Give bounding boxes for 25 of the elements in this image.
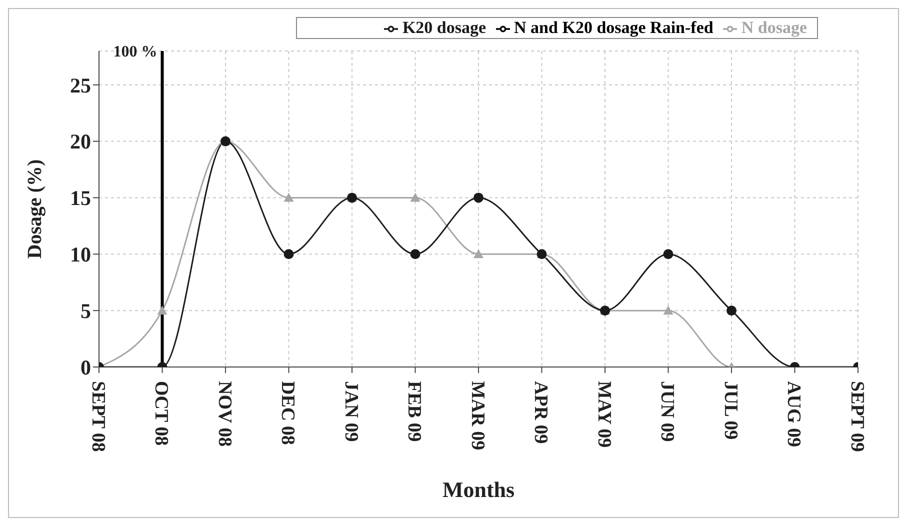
x-tick-label: JUL 09 — [720, 381, 741, 440]
x-tick-label: NOV 08 — [214, 381, 235, 447]
y-tick-label: 15 — [70, 186, 91, 210]
x-tick-label: DEC 08 — [277, 381, 298, 445]
x-tick-label: JUN 09 — [656, 381, 678, 442]
y-tick-label: 0 — [80, 355, 91, 380]
y-tick-label: 25 — [70, 73, 91, 98]
x-tick-label: SEPT 08 — [87, 381, 108, 452]
legend-label: N dosage — [741, 18, 807, 37]
legend-label: K20 dosage — [402, 18, 486, 37]
x-tick-label: AUG 09 — [783, 381, 804, 447]
x-tick-label: MAR 09 — [466, 381, 488, 450]
legend-label: N and K20 dosage Rain-fed — [514, 18, 714, 37]
y-tick-label: 5 — [80, 299, 91, 324]
x-tick-label: FEB 09 — [404, 381, 425, 442]
y-tick-label: 20 — [70, 130, 91, 154]
x-tick-label: MAY 09 — [593, 381, 614, 448]
x-tick-label: APR 09 — [530, 381, 552, 444]
y-axis-title: Dosage (%) — [24, 159, 46, 259]
x-axis-title: Months — [442, 477, 515, 502]
annotation: 100 % — [113, 44, 158, 61]
x-tick-label: OCT 08 — [150, 381, 172, 446]
x-tick-label: SEPT 09 — [846, 381, 868, 452]
y-tick-label: 10 — [70, 242, 91, 267]
x-tick-label: JAN 09 — [340, 381, 362, 442]
